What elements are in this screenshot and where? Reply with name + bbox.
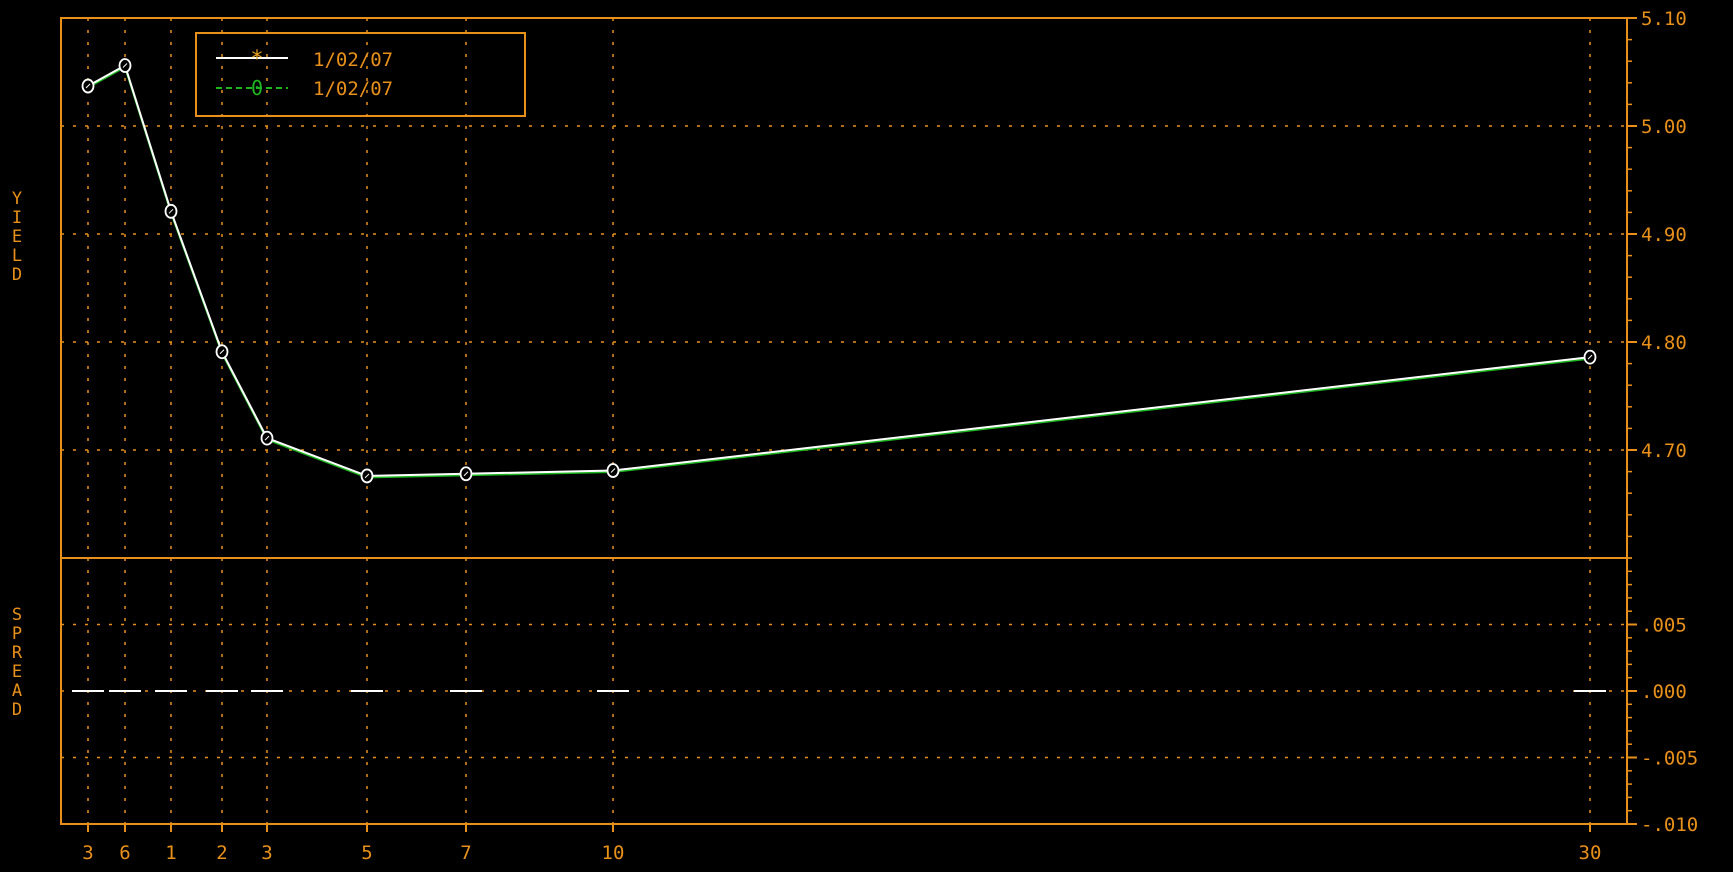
data-point-slash <box>122 63 128 68</box>
grid-layer <box>61 18 1627 824</box>
series-line-1 <box>87 64 1591 477</box>
x-tick-label: 2 <box>216 842 227 864</box>
x-tick-label: 1 <box>165 842 176 864</box>
data-point-slash <box>168 208 174 214</box>
x-tick-label: 3 <box>261 842 272 864</box>
data-point-slash <box>610 468 616 473</box>
x-tick-label: 6 <box>119 842 130 864</box>
series-layer <box>72 58 1606 692</box>
x-tick-label: 5 <box>361 842 372 864</box>
legend-label-series-2: 1/02/07 <box>313 78 393 100</box>
y-tick-label-yield: 5.00 <box>1641 116 1687 138</box>
y-tick-label-yield: 4.80 <box>1641 332 1687 354</box>
data-point-slash <box>219 349 225 355</box>
frame-layer <box>60 17 1628 825</box>
legend-box <box>195 32 526 117</box>
y-tick-label-yield: 4.90 <box>1641 224 1687 246</box>
y-tick-label-spread: .000 <box>1641 681 1687 703</box>
series-line-2 <box>87 65 1591 479</box>
axis-layer: 3 6 1 2 3 5 7 10 30 5.10 5.00 4.90 4.80 4.70 .005 .000 -… <box>82 8 1698 864</box>
y-tick-label-yield: 4.70 <box>1641 440 1687 462</box>
legend-marker-star-icon: * <box>250 47 263 72</box>
x-tick-label: 7 <box>460 842 471 864</box>
y-tick-label-spread: -.005 <box>1641 748 1698 770</box>
data-point-slash <box>1587 354 1593 360</box>
x-tick-label: 10 <box>602 842 625 864</box>
x-tick-label: 3 <box>82 842 93 864</box>
plot-frame <box>60 17 1628 825</box>
data-point-slash <box>364 473 370 479</box>
y-tick-label-spread: -.010 <box>1641 814 1698 836</box>
legend-label-series-1: 1/02/07 <box>313 49 393 71</box>
x-tick-label: 30 <box>1579 842 1602 864</box>
data-point-slash <box>463 471 469 477</box>
y-tick-label-yield: 5.10 <box>1641 8 1687 30</box>
legend-marker-circle-icon: 0 <box>251 76 263 100</box>
y-tick-label-spread: .005 <box>1641 615 1687 637</box>
data-point-slash <box>264 435 270 441</box>
data-point-slash <box>85 83 91 89</box>
legend: * 1/02/07 0 1/02/07 <box>195 32 526 117</box>
